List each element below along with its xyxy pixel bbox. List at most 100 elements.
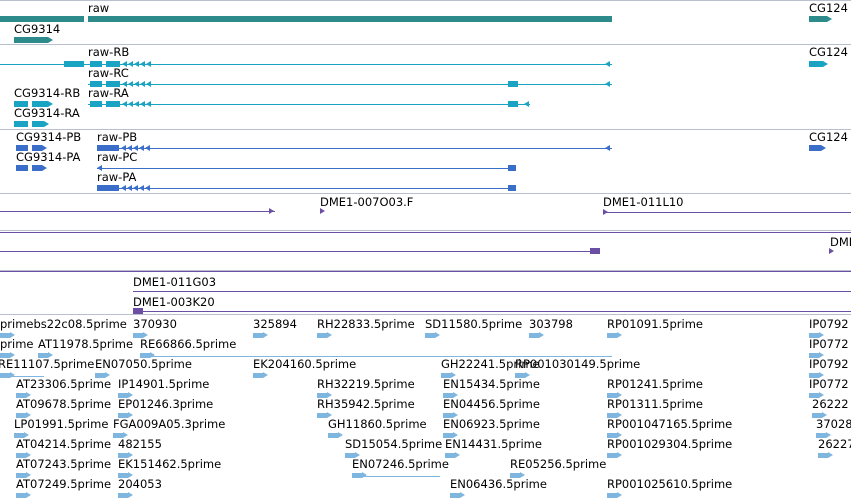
- strand-arrow-icon: [127, 185, 132, 191]
- intron-line: [0, 211, 275, 212]
- est-block[interactable]: [607, 393, 617, 398]
- feature-block[interactable]: [32, 165, 42, 171]
- strand-arrow-icon: [123, 432, 128, 438]
- strand-arrow-icon: [42, 165, 47, 171]
- est-block[interactable]: [16, 393, 26, 398]
- feature-block[interactable]: [508, 165, 516, 171]
- est-block[interactable]: [38, 353, 48, 358]
- strand-arrow-icon: [140, 61, 145, 67]
- feature-block[interactable]: [508, 185, 516, 191]
- est-block[interactable]: [812, 413, 822, 418]
- est-block[interactable]: [809, 373, 819, 378]
- est-block[interactable]: [16, 413, 26, 418]
- strand-arrow-icon: [134, 101, 139, 107]
- est-block[interactable]: [352, 473, 362, 478]
- clone-block[interactable]: [590, 248, 600, 254]
- est-block[interactable]: [607, 433, 617, 438]
- clone-block[interactable]: [133, 308, 143, 314]
- feature-block[interactable]: [508, 101, 518, 107]
- est-block[interactable]: [0, 373, 10, 378]
- est-block[interactable]: [816, 433, 826, 438]
- feature-block[interactable]: [16, 165, 28, 171]
- est-block[interactable]: [118, 493, 128, 498]
- est-block[interactable]: [118, 393, 128, 398]
- feature-block[interactable]: [508, 81, 518, 87]
- est-block[interactable]: [328, 433, 338, 438]
- feature-block[interactable]: [64, 61, 84, 67]
- est-block[interactable]: [607, 493, 617, 498]
- strand-arrow-icon: [539, 332, 544, 338]
- est-block[interactable]: [529, 333, 539, 338]
- feature-label: LP01991.5prime: [14, 417, 109, 431]
- strand-arrow-icon: [822, 412, 827, 418]
- est-block[interactable]: [441, 373, 451, 378]
- est-block[interactable]: [443, 393, 453, 398]
- feature-block[interactable]: [106, 81, 120, 87]
- est-block[interactable]: [607, 453, 617, 458]
- est-block[interactable]: [607, 413, 617, 418]
- est-block[interactable]: [140, 353, 150, 358]
- est-block[interactable]: [317, 333, 327, 338]
- gene-block[interactable]: [0, 16, 84, 22]
- strand-arrow-icon: [24, 432, 29, 438]
- est-block[interactable]: [443, 433, 453, 438]
- strand-arrow-icon: [327, 332, 332, 338]
- feature-block[interactable]: [97, 145, 119, 151]
- est-block[interactable]: [818, 453, 828, 458]
- est-block[interactable]: [510, 473, 520, 478]
- feature-block[interactable]: [106, 101, 120, 107]
- strand-arrow-icon: [128, 472, 133, 478]
- est-block[interactable]: [809, 353, 819, 358]
- est-block[interactable]: [317, 393, 327, 398]
- est-block[interactable]: [16, 493, 26, 498]
- est-block[interactable]: [0, 353, 10, 358]
- feature-block[interactable]: [106, 61, 120, 67]
- feature-label: AT09678.5prime: [16, 397, 112, 411]
- strand-arrow-icon: [320, 208, 325, 214]
- est-block[interactable]: [253, 333, 263, 338]
- est-block[interactable]: [118, 473, 128, 478]
- est-block[interactable]: [809, 393, 819, 398]
- est-block[interactable]: [118, 453, 128, 458]
- feature-label: CG9314-PB: [16, 130, 82, 144]
- gene-block-cg124[interactable]: [809, 16, 827, 22]
- feature-block[interactable]: [32, 121, 44, 127]
- feature-block[interactable]: [32, 145, 42, 151]
- feature-block[interactable]: [14, 121, 28, 127]
- est-block[interactable]: [443, 413, 453, 418]
- est-block[interactable]: [133, 333, 143, 338]
- feature-block[interactable]: [97, 185, 119, 191]
- est-block[interactable]: [0, 333, 10, 338]
- est-block[interactable]: [345, 453, 355, 458]
- est-block[interactable]: [515, 373, 525, 378]
- strand-arrow-icon: [122, 101, 127, 107]
- est-block[interactable]: [16, 473, 26, 478]
- est-block[interactable]: [113, 433, 123, 438]
- est-block[interactable]: [16, 453, 26, 458]
- strand-arrow-icon: [453, 432, 458, 438]
- est-block[interactable]: [14, 433, 24, 438]
- gene-block-raw[interactable]: [88, 16, 612, 22]
- est-block[interactable]: [95, 373, 105, 378]
- strand-arrow-icon: [150, 352, 155, 358]
- intron-line: [97, 148, 612, 149]
- est-block[interactable]: [317, 413, 327, 418]
- feature-label: DME1-007O03.F: [320, 195, 414, 209]
- est-block[interactable]: [253, 373, 263, 378]
- feature-block[interactable]: [90, 61, 102, 67]
- est-block[interactable]: [445, 453, 455, 458]
- feature-block[interactable]: [809, 61, 823, 67]
- est-block[interactable]: [809, 333, 819, 338]
- est-block[interactable]: [607, 333, 617, 338]
- feature-block[interactable]: [90, 81, 102, 87]
- feature-block[interactable]: [16, 145, 28, 151]
- intron-line: [0, 376, 44, 377]
- est-block[interactable]: [118, 413, 128, 418]
- feature-block[interactable]: [90, 101, 102, 107]
- est-block[interactable]: [425, 333, 435, 338]
- feature-block[interactable]: [809, 145, 821, 151]
- feature-block[interactable]: [14, 101, 28, 107]
- feature-block[interactable]: [32, 101, 48, 107]
- gene-block-cg9314[interactable]: [14, 37, 48, 43]
- est-block[interactable]: [450, 493, 460, 498]
